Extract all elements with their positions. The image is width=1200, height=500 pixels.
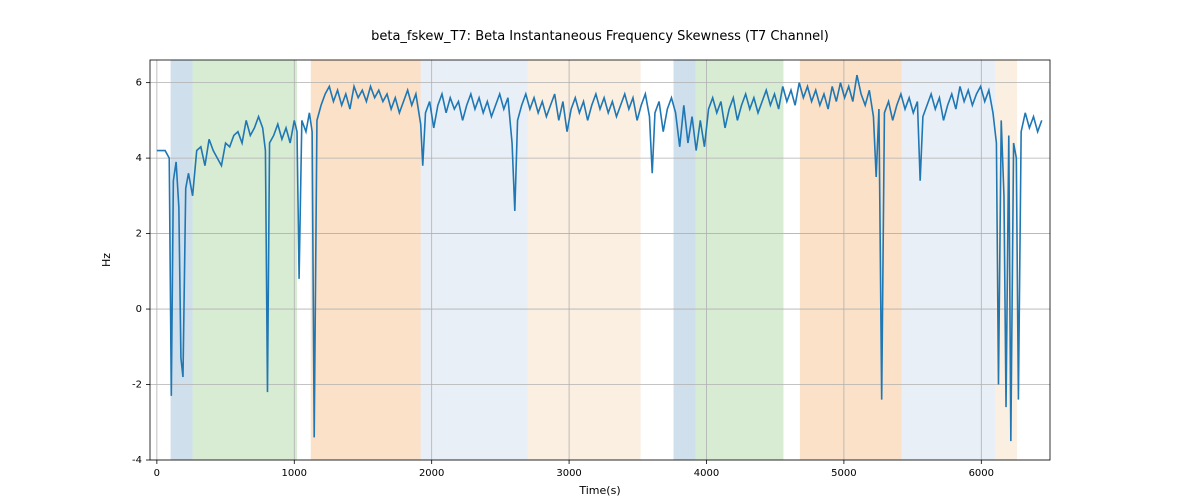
- x-axis-label: Time(s): [578, 484, 620, 497]
- y-tick-label: 2: [136, 229, 142, 240]
- span: [800, 60, 902, 460]
- x-tick-label: 1000: [282, 468, 307, 479]
- x-tick-label: 2000: [419, 468, 444, 479]
- background-spans: [171, 60, 1017, 460]
- x-tick-label: 3000: [556, 468, 581, 479]
- y-axis-label: Hz: [100, 253, 113, 267]
- y-tick-label: 0: [136, 304, 142, 315]
- x-tick-label: 4000: [694, 468, 719, 479]
- span: [171, 60, 193, 460]
- line-chart: beta_fskew_T7: Beta Instantaneous Freque…: [0, 0, 1200, 500]
- span: [695, 60, 783, 460]
- span: [421, 60, 528, 460]
- x-tick-label: 5000: [831, 468, 856, 479]
- plot-area: 0 1000 2000 3000 4000 5000 6000 -4 -2 0 2 4 6: [132, 60, 1050, 479]
- span: [528, 60, 641, 460]
- y-tick-label: 4: [136, 153, 142, 164]
- chart-title: beta_fskew_T7: Beta Instantaneous Freque…: [371, 29, 829, 44]
- span: [193, 60, 297, 460]
- chart-container: beta_fskew_T7: Beta Instantaneous Freque…: [0, 0, 1200, 500]
- x-tick-label: 6000: [969, 468, 994, 479]
- span: [311, 60, 421, 460]
- y-tick-label: -2: [132, 380, 142, 391]
- y-tick-label: -4: [132, 455, 142, 466]
- y-tick-label: 6: [136, 78, 142, 89]
- x-tick-label: 0: [154, 468, 160, 479]
